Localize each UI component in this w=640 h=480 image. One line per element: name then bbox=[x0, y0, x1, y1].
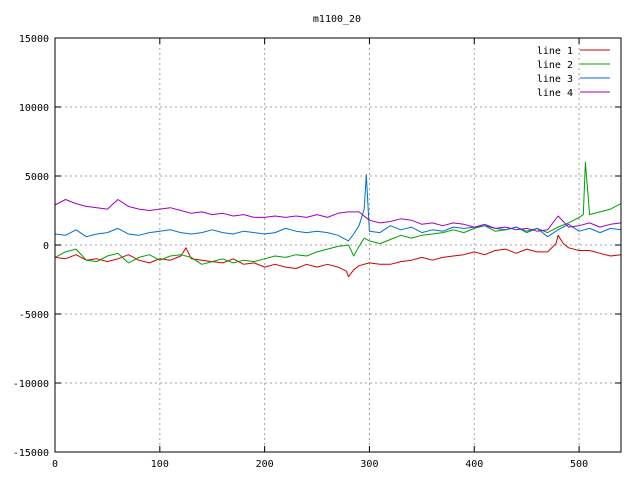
x-tick-label: 100 bbox=[151, 459, 169, 470]
series-line-2 bbox=[54, 161, 622, 265]
y-tick-label: -5000 bbox=[19, 310, 49, 321]
y-tick-label: 15000 bbox=[19, 34, 49, 45]
x-axis: 0 100 200 300 400 500 bbox=[52, 38, 588, 470]
y-tick-label: -15000 bbox=[13, 448, 49, 459]
legend-label: line 4 bbox=[537, 88, 573, 99]
y-tick-label: -10000 bbox=[13, 379, 49, 390]
x-tick-label: 200 bbox=[256, 459, 274, 470]
legend-label: line 1 bbox=[537, 46, 573, 57]
series-line-1 bbox=[54, 234, 622, 278]
y-tick-label: 10000 bbox=[19, 103, 49, 114]
grid-lines bbox=[54, 37, 621, 453]
y-axis: -15000 -10000 -5000 0 5000 10000 15000 bbox=[13, 34, 621, 459]
x-tick-label: 300 bbox=[360, 459, 378, 470]
y-tick-label: 0 bbox=[43, 241, 49, 252]
legend-label: line 2 bbox=[537, 60, 573, 71]
series-line-4 bbox=[54, 199, 622, 232]
y-tick-label: 5000 bbox=[25, 172, 49, 183]
series-layer bbox=[54, 161, 622, 278]
x-tick-label: 0 bbox=[52, 459, 58, 470]
chart-title: m1100_20 bbox=[313, 14, 361, 25]
x-tick-label: 500 bbox=[570, 459, 588, 470]
legend: line 1 line 2 line 3 line 4 bbox=[537, 46, 610, 99]
x-tick-label: 400 bbox=[465, 459, 483, 470]
legend-label: line 3 bbox=[537, 74, 573, 85]
